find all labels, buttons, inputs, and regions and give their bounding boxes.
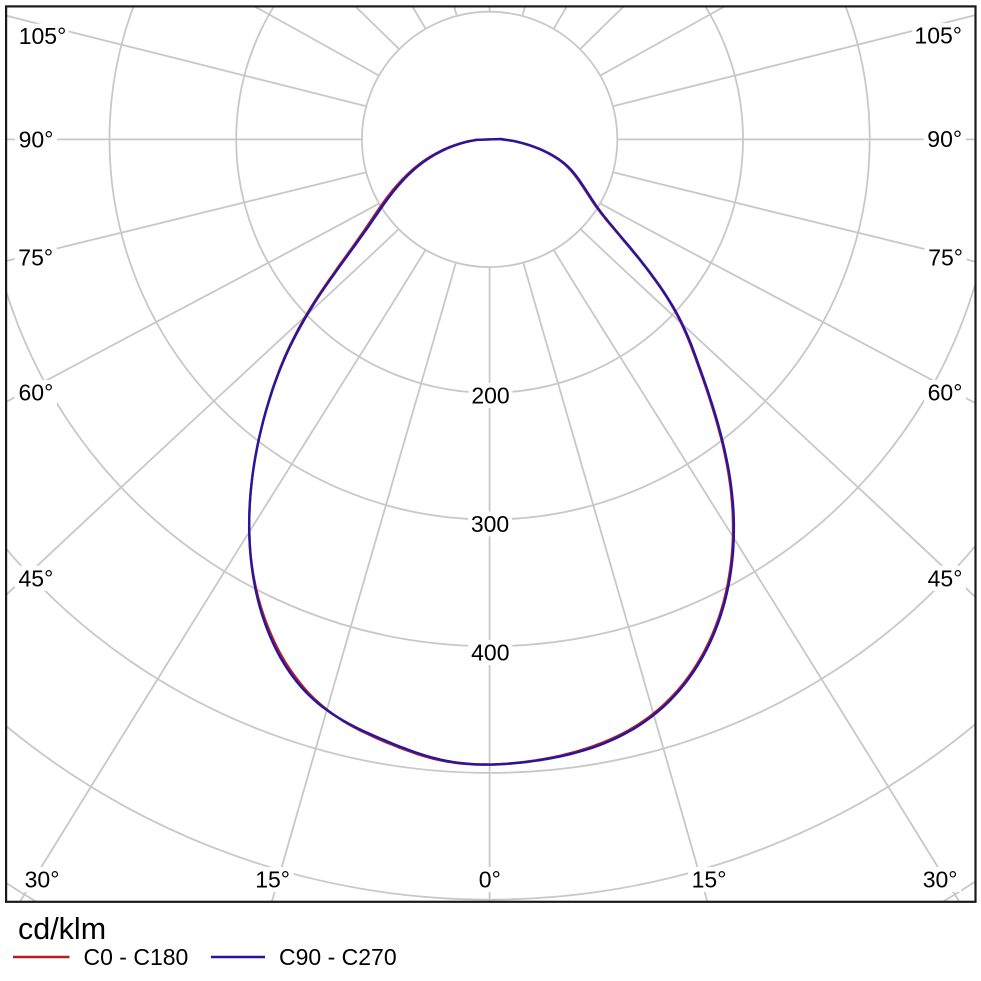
svg-text:C0 - C180: C0 - C180 (84, 944, 189, 970)
svg-text:75°: 75° (928, 245, 963, 271)
svg-text:105°: 105° (914, 23, 962, 49)
svg-text:45°: 45° (19, 565, 54, 591)
svg-text:0°: 0° (479, 867, 501, 893)
svg-text:75°: 75° (18, 245, 53, 271)
svg-text:300: 300 (471, 511, 509, 537)
svg-text:30°: 30° (25, 867, 60, 893)
svg-text:60°: 60° (928, 380, 963, 406)
svg-text:400: 400 (471, 640, 509, 666)
svg-text:90°: 90° (19, 127, 54, 153)
svg-text:C90 - C270: C90 - C270 (279, 944, 397, 970)
svg-text:200: 200 (471, 383, 509, 409)
svg-text:45°: 45° (928, 565, 963, 591)
svg-text:105°: 105° (19, 23, 67, 49)
svg-text:90°: 90° (927, 126, 962, 152)
svg-text:15°: 15° (692, 867, 727, 893)
svg-text:60°: 60° (19, 380, 54, 406)
svg-text:30°: 30° (923, 867, 958, 893)
svg-text:15°: 15° (255, 867, 290, 893)
